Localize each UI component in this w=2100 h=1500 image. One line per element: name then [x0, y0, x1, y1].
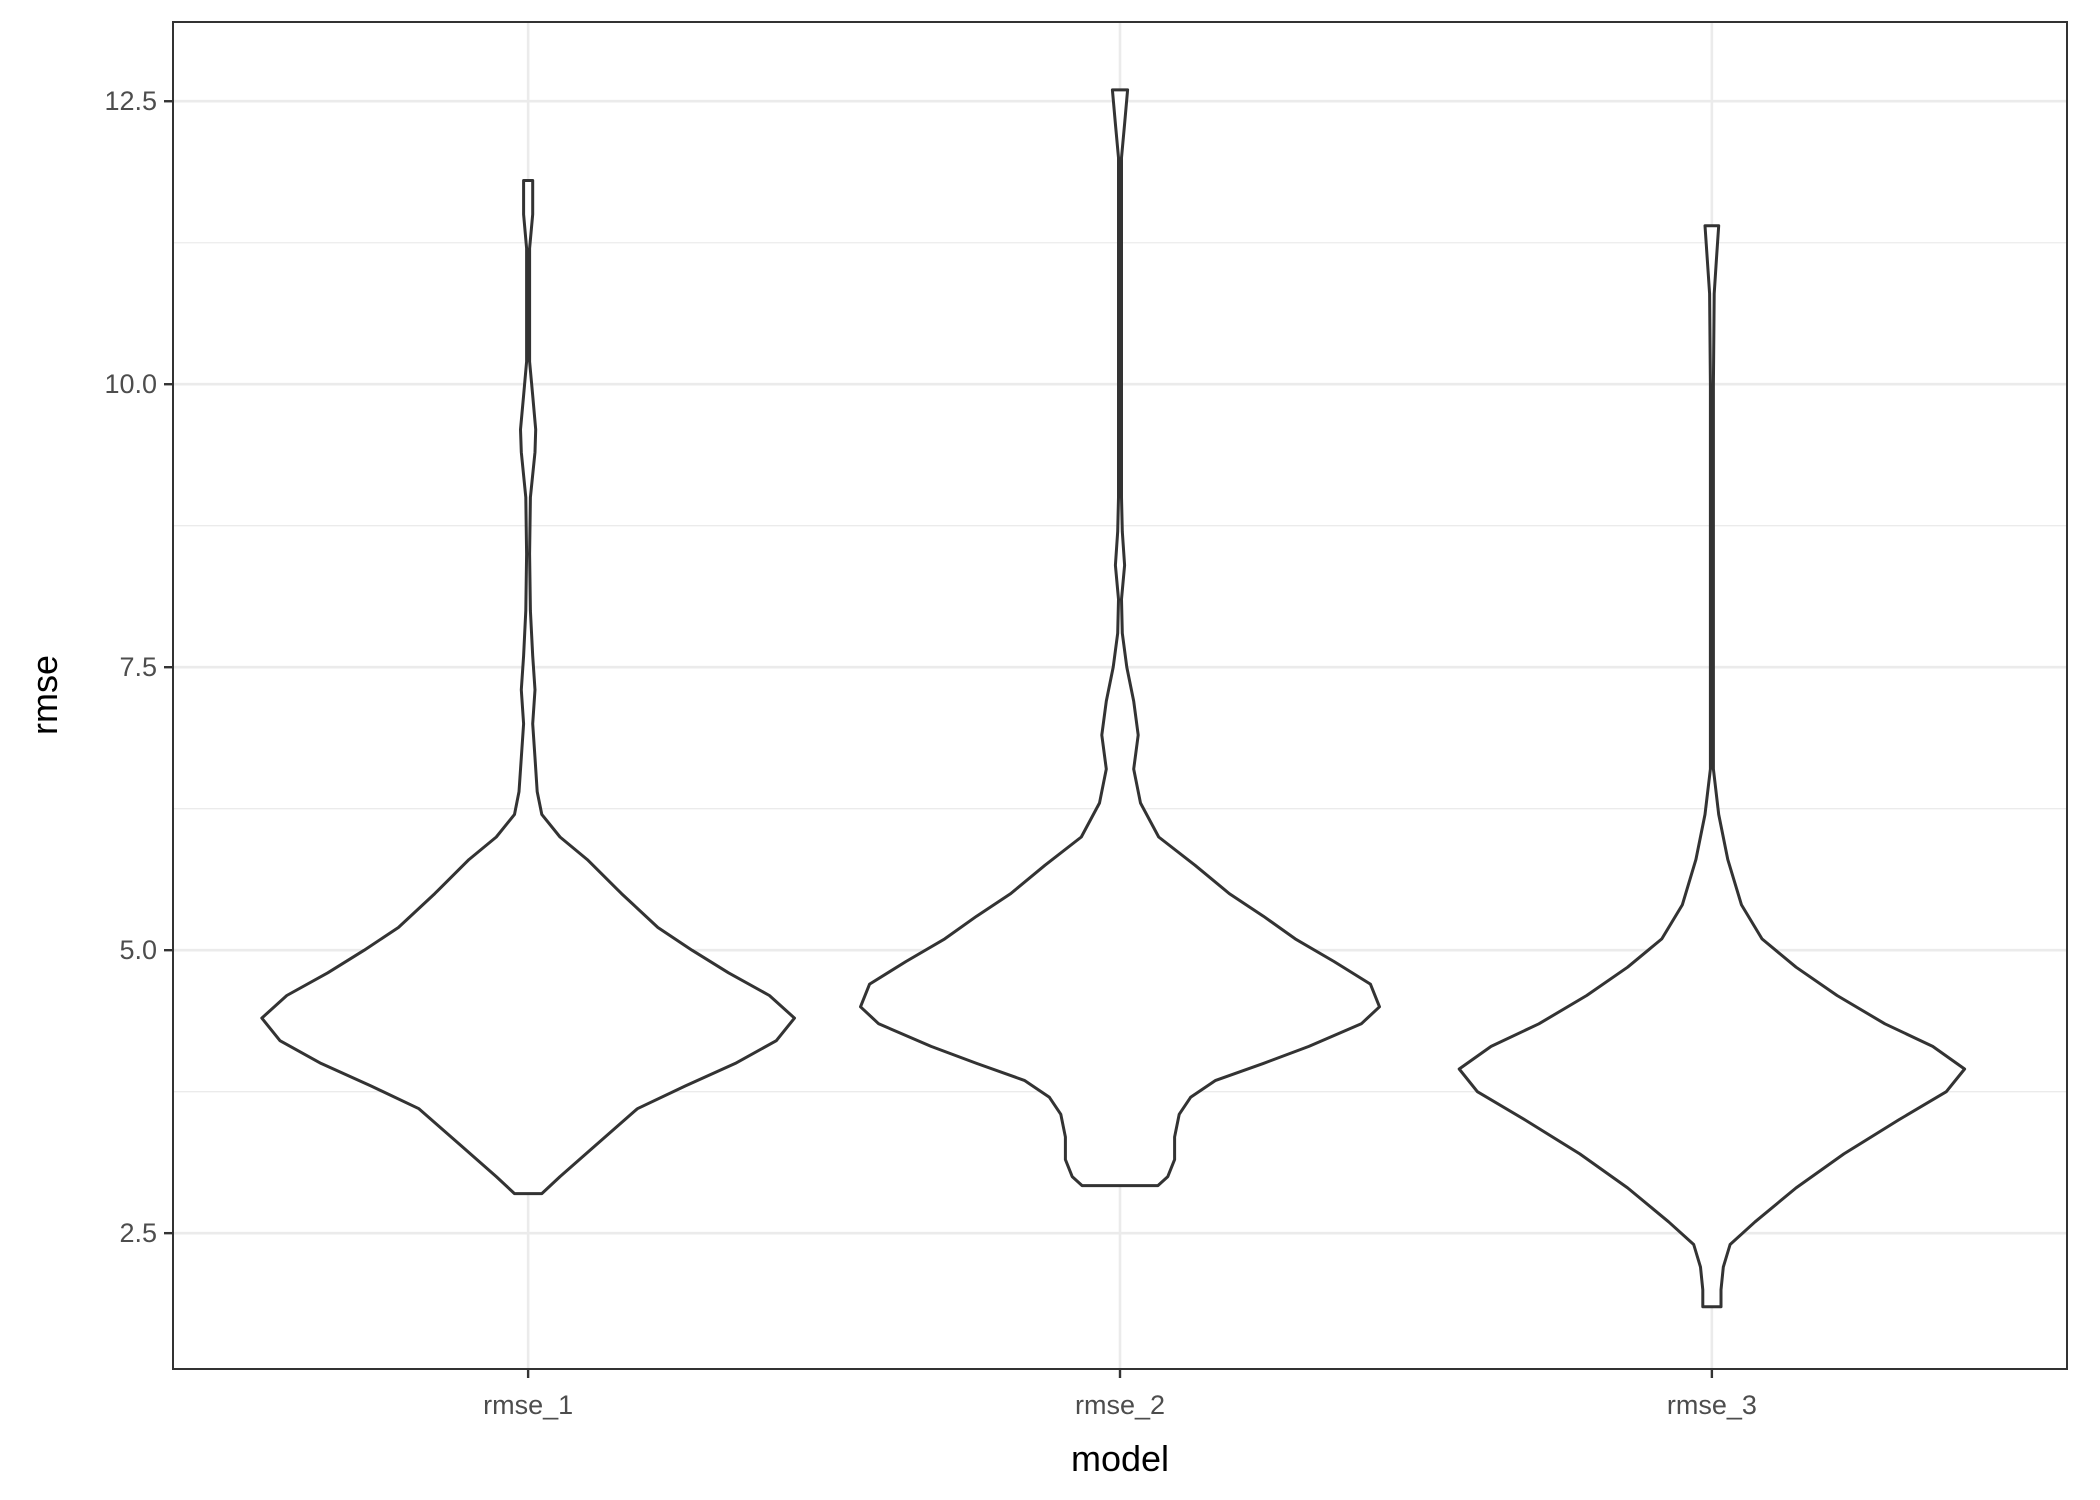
axis-layer: 2.5 5.0 7.5 10.0 12.5 rmse_1 rmse_2 rmse_3 [104, 86, 1756, 1420]
y-tick-label: 2.5 [119, 1218, 157, 1248]
violin-rmse_3 [1457, 224, 1967, 1309]
x-axis-title: model [1071, 1438, 1169, 1479]
y-tick-label: 10.0 [104, 369, 157, 399]
y-tick-label: 7.5 [119, 652, 157, 682]
y-tick-label: 12.5 [104, 86, 157, 116]
x-tick-label: rmse_1 [483, 1390, 573, 1420]
y-axis-title: rmse [24, 655, 65, 735]
y-tick-label: 5.0 [119, 935, 157, 965]
x-tick-label: rmse_3 [1667, 1390, 1757, 1420]
violin-layer [260, 88, 1967, 1309]
violin-rmse_1 [260, 179, 796, 1196]
x-tick-label: rmse_2 [1075, 1390, 1165, 1420]
violin-rmse_2 [859, 88, 1381, 1188]
